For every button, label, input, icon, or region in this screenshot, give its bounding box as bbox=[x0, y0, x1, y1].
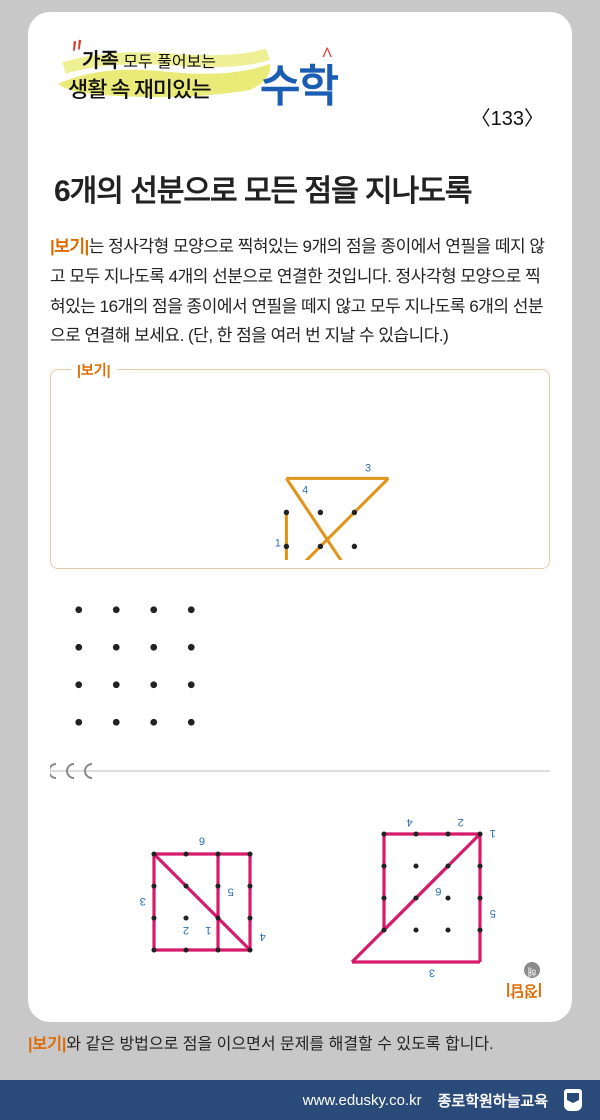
footer-url: www.edusky.co.kr bbox=[303, 1092, 422, 1109]
svg-text:3: 3 bbox=[429, 966, 435, 978]
svg-text:1: 1 bbox=[275, 537, 281, 549]
svg-text:5: 5 bbox=[490, 907, 496, 919]
math-logo: 수학 ^ bbox=[260, 50, 337, 114]
svg-text:3: 3 bbox=[365, 463, 371, 475]
answer-bullet: 해 bbox=[524, 962, 540, 978]
footer-bar: www.edusky.co.kr 종로학원하늘교육 bbox=[0, 1080, 600, 1120]
content-card: 〃 가족 모두 풀어보는 생활 속 재미있는 수학 ^ 〈133〉 6개의 선분… bbox=[28, 12, 572, 1022]
series-line-2: 생활 속 재미있는 bbox=[68, 72, 211, 104]
svg-text:4: 4 bbox=[406, 816, 412, 828]
example-label: |보기| bbox=[71, 360, 117, 380]
svg-text:2: 2 bbox=[458, 816, 464, 828]
answer-label: |정답| bbox=[506, 981, 542, 1002]
hat-accent: ^ bbox=[321, 44, 331, 67]
page-separator bbox=[50, 760, 550, 782]
problem-grid bbox=[50, 591, 220, 741]
svg-text:4: 4 bbox=[302, 485, 308, 497]
issue-number: 〈133〉 bbox=[471, 102, 544, 131]
svg-text:4: 4 bbox=[260, 930, 266, 942]
problem-title: 6개의 선분으로 모든 점을 지나도록 bbox=[50, 166, 550, 210]
answer-diagram: 1 2 3 4 5 6 1 2 3 4 5 6 bbox=[50, 790, 550, 990]
example-diagram: 1234 bbox=[61, 390, 539, 560]
hint-text: |보기|와 같은 방법으로 점을 이으면서 문제를 해결할 수 있도록 합니다. bbox=[28, 1030, 494, 1054]
hint-body: 와 같은 방법으로 점을 이으면서 문제를 해결할 수 있도록 합니다. bbox=[66, 1036, 493, 1053]
hint-lead: |보기| bbox=[28, 1036, 66, 1053]
answer-area: 1 2 3 4 5 6 1 2 3 4 5 6 해 |정답| bbox=[50, 790, 550, 1000]
header: 〃 가족 모두 풀어보는 생활 속 재미있는 수학 ^ 〈133〉 bbox=[50, 32, 550, 142]
svg-text:5: 5 bbox=[228, 886, 234, 898]
svg-text:3: 3 bbox=[140, 895, 146, 907]
series-rest: 모두 풀어보는 bbox=[119, 54, 216, 71]
svg-text:6: 6 bbox=[199, 834, 205, 846]
series-big: 가족 bbox=[82, 50, 119, 72]
example-box: |보기| 1234 bbox=[50, 369, 550, 569]
footer-brand: 종로학원하늘교육 bbox=[438, 1090, 548, 1111]
svg-text:2: 2 bbox=[183, 924, 189, 936]
svg-text:1: 1 bbox=[205, 924, 211, 936]
svg-text:6: 6 bbox=[435, 885, 441, 897]
body-text-content: 는 정사각형 모양으로 찍혀있는 9개의 점을 종이에서 연필을 떼지 않고 모… bbox=[50, 237, 545, 345]
svg-text:1: 1 bbox=[490, 827, 496, 839]
series-line-1: 가족 모두 풀어보는 bbox=[82, 44, 216, 73]
body-lead: |보기| bbox=[50, 237, 89, 256]
problem-body: |보기|는 정사각형 모양으로 찍혀있는 9개의 점을 종이에서 연필을 떼지 … bbox=[50, 232, 550, 351]
shield-icon bbox=[564, 1089, 582, 1111]
